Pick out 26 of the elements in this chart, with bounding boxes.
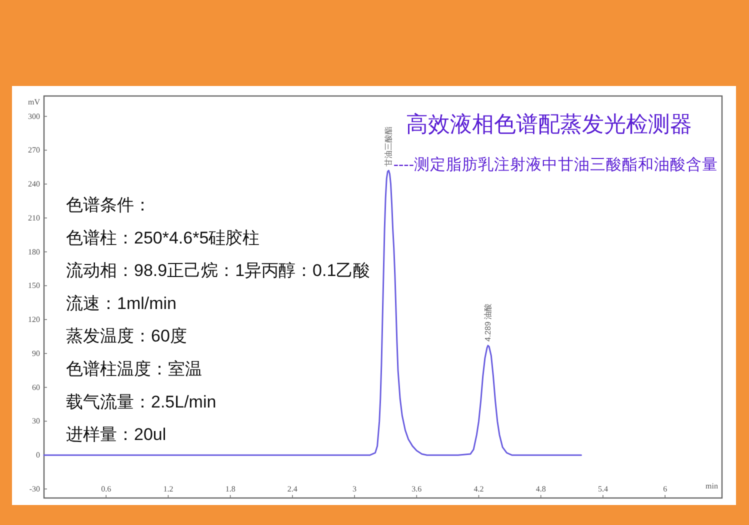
y-tick-label: 270 [28,146,40,155]
x-tick-label: 4.8 [536,484,546,494]
y-tick-label: 210 [28,213,40,222]
x-label: min [706,482,718,490]
y-label: mV [28,98,40,106]
y-tick-label: 240 [28,180,40,189]
y-tick-label: 300 [28,112,40,121]
subtitle: ----测定脂肪乳注射液中甘油三酸酯和油酸含量 [393,156,718,174]
x-tick-label: 6 [663,484,668,494]
x-tick-label: 5.4 [598,484,608,494]
y-tick-label: 30 [32,416,40,426]
x-tick-label: 0.6 [101,484,112,494]
x-tick-label: 2.4 [287,484,298,494]
y-tick-label: 180 [28,247,40,256]
x-tick-label: 1.8 [225,484,236,494]
x-tick-label: 3.6 [412,484,422,494]
title: 高效液相色谱配蒸发光检测器 [406,112,692,136]
y-tick-label: -30 [29,484,40,494]
y-tick-label: 150 [28,281,40,290]
x-tick-label: 3 [352,484,357,494]
y-tick-label: 0 [36,450,40,460]
y-tick-label: 60 [32,382,40,392]
x-tick-label: 4.2 [474,484,484,494]
y-tick-label: 120 [28,315,40,324]
y-tick-label: 90 [32,348,40,358]
x-tick-label: 1.2 [163,484,174,494]
